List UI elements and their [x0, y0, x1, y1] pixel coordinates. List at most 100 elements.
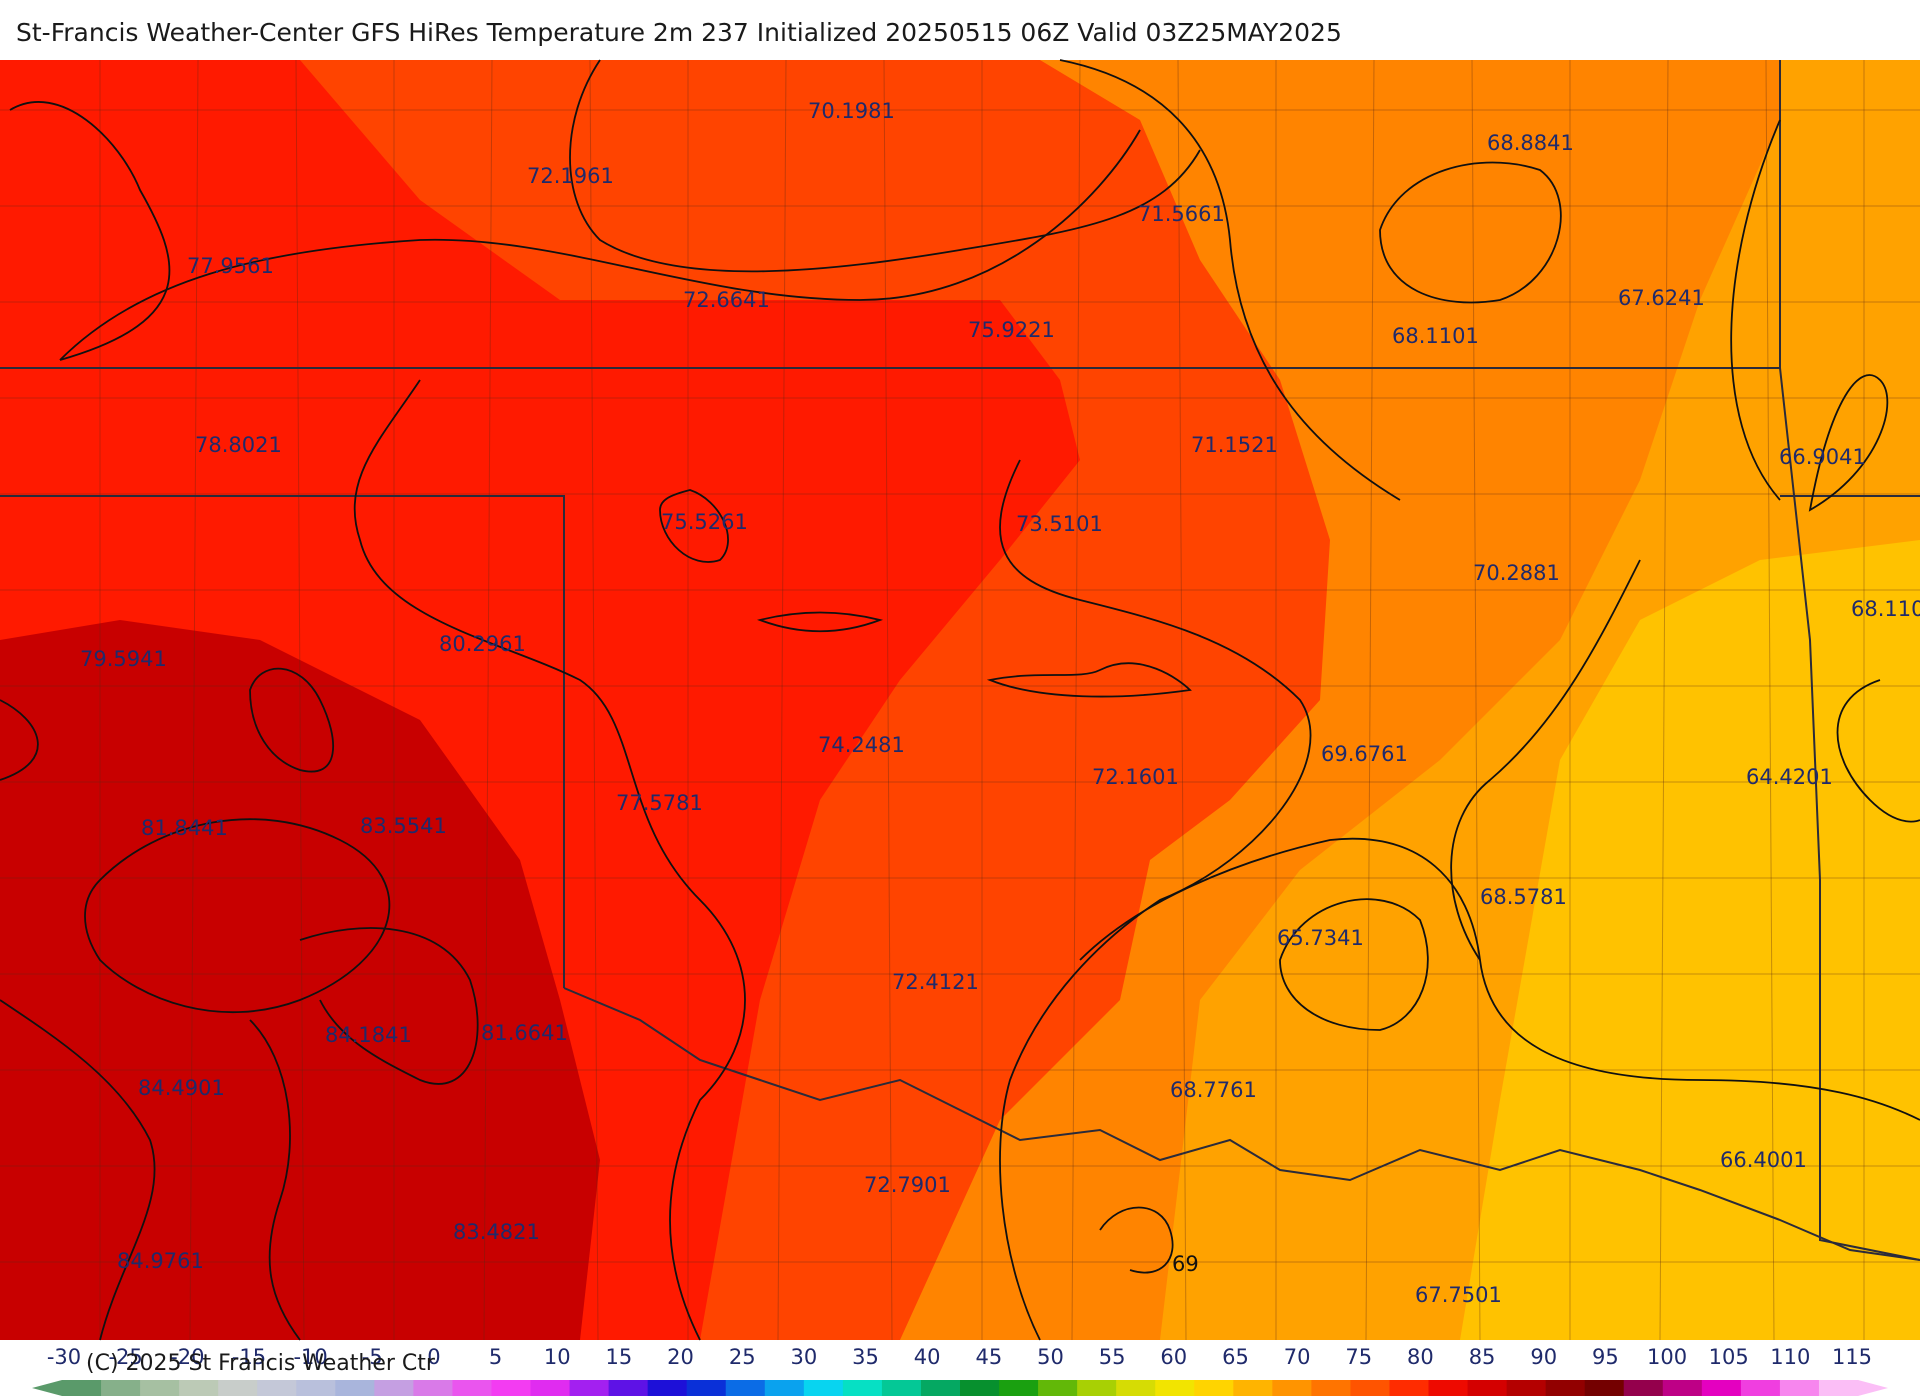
legend-color-swatch: [1467, 1380, 1508, 1396]
legend-color-swatch: [101, 1380, 141, 1396]
station-value: 68.1101: [1392, 324, 1479, 348]
legend-tick-label: 0: [427, 1345, 440, 1369]
station-value: 69.6761: [1321, 742, 1408, 766]
legend-color-swatch: [1389, 1380, 1430, 1396]
legend-tick-label: 40: [914, 1345, 941, 1369]
legend-color-swatch: [999, 1380, 1039, 1396]
legend-tick-label: 45: [975, 1345, 1002, 1369]
legend-tick-label: 100: [1647, 1345, 1687, 1369]
legend-color-swatch: [1233, 1380, 1273, 1396]
legend-tick-label: 15: [606, 1345, 633, 1369]
legend-tick-label: 25: [729, 1345, 756, 1369]
county-line: [295, 59, 305, 1341]
legend-color-swatch: [1428, 1380, 1469, 1396]
station-value: 83.4821: [453, 1220, 540, 1244]
legend-color-swatch: [1740, 1380, 1781, 1396]
legend-left-arrow: [32, 1380, 62, 1396]
legend-tick-label: 20: [667, 1345, 694, 1369]
legend-tick-label: 115: [1832, 1345, 1872, 1369]
county-line: [189, 59, 199, 1341]
legend-color-swatch: [960, 1380, 1000, 1396]
legend-color-swatch: [1272, 1380, 1312, 1396]
legend-tick-label: -25: [108, 1345, 142, 1369]
legend-tick-label: 70: [1284, 1345, 1311, 1369]
legend-color-swatch: [725, 1380, 766, 1396]
legend-color-swatch: [1701, 1380, 1742, 1396]
station-value: 79.5941: [80, 647, 167, 671]
station-value: 84.9761: [117, 1249, 204, 1273]
legend-tick-label: 80: [1407, 1345, 1434, 1369]
legend-tick-label: 85: [1469, 1345, 1496, 1369]
legend-color-swatch: [374, 1380, 414, 1396]
legend-color-swatch: [1662, 1380, 1703, 1396]
legend-color-swatch: [608, 1380, 649, 1396]
legend-tick-label: 30: [790, 1345, 817, 1369]
station-value: 72.1601: [1092, 765, 1179, 789]
legend-color-swatch: [1155, 1380, 1195, 1396]
legend-color-swatch: [1038, 1380, 1078, 1396]
county-line: [589, 59, 599, 1341]
legend-color-swatch: [1311, 1380, 1351, 1396]
legend-color-swatch: [1584, 1380, 1625, 1396]
station-value: 67.6241: [1618, 286, 1705, 310]
station-value: 75.9221: [968, 318, 1055, 342]
legend-color-swatch: [569, 1380, 610, 1396]
station-value: 70.2881: [1473, 561, 1560, 585]
station-value: 83.5541: [360, 814, 447, 838]
station-value: 68.1101: [1851, 597, 1920, 621]
station-values: 70.1981 72.1961 68.8841 71.5661 77.9561 …: [80, 99, 1920, 1307]
legend-color-swatch: [1506, 1380, 1547, 1396]
legend-tick-label: 105: [1709, 1345, 1749, 1369]
county-line: [1071, 59, 1081, 1341]
legend-color-swatch: [452, 1380, 492, 1396]
legend-tick-label: -5: [362, 1345, 383, 1369]
legend-color-swatch: [1350, 1380, 1390, 1396]
station-value: 84.4901: [138, 1076, 225, 1100]
county-line: [1659, 59, 1669, 1341]
county-line: [1365, 59, 1375, 1341]
station-value: 68.7761: [1170, 1078, 1257, 1102]
county-line: [883, 59, 893, 1341]
county-line: [777, 59, 787, 1341]
station-value: 71.1521: [1191, 433, 1278, 457]
legend-color-swatch: [1116, 1380, 1156, 1396]
legend-color-swatch: [296, 1380, 336, 1396]
copyright-text: (C) 2025 St Francis Weather Ctr: [86, 1351, 436, 1376]
contour-label: 69: [1172, 1252, 1199, 1276]
station-value: 75.5261: [661, 510, 748, 534]
legend-color-swatch: [257, 1380, 297, 1396]
legend-tick-label: 55: [1099, 1345, 1126, 1369]
legend-tick-label: 10: [544, 1345, 571, 1369]
station-value: 72.6641: [683, 288, 770, 312]
legend-color-swatch: [335, 1380, 375, 1396]
legend-tick-label: 60: [1160, 1345, 1187, 1369]
legend-color-swatch: [647, 1380, 688, 1396]
station-value: 84.1841: [325, 1023, 412, 1047]
legend-color-swatch: [1194, 1380, 1234, 1396]
legend-tick-label: 75: [1345, 1345, 1372, 1369]
map-title: St-Francis Weather-Center GFS HiRes Temp…: [16, 18, 1342, 47]
legend-tick-label: -10: [293, 1345, 327, 1369]
legend-color-swatch: [413, 1380, 453, 1396]
legend-color-swatch: [179, 1380, 219, 1396]
legend-color-swatch: [764, 1380, 805, 1396]
station-value: 78.8021: [195, 433, 282, 457]
legend-tick-label: 65: [1222, 1345, 1249, 1369]
station-value: 73.5101: [1016, 512, 1103, 536]
legend-tick-label: -20: [170, 1345, 204, 1369]
station-value: 66.9041: [1779, 445, 1866, 469]
county-line: [1471, 59, 1481, 1341]
legend-tick-label: 50: [1037, 1345, 1064, 1369]
legend-color-swatch: [1623, 1380, 1664, 1396]
legend-color-swatch: [62, 1380, 102, 1396]
legend-color-swatch: [842, 1380, 883, 1396]
legend-tick-label: 35: [852, 1345, 879, 1369]
station-value: 81.8441: [141, 816, 228, 840]
legend-tick-label: 5: [489, 1345, 502, 1369]
temperature-field: [0, 60, 1920, 1340]
station-value: 65.7341: [1277, 926, 1364, 950]
legend-color-swatch: [140, 1380, 180, 1396]
legend-color-swatch: [491, 1380, 532, 1396]
legend-color-swatch: [686, 1380, 727, 1396]
